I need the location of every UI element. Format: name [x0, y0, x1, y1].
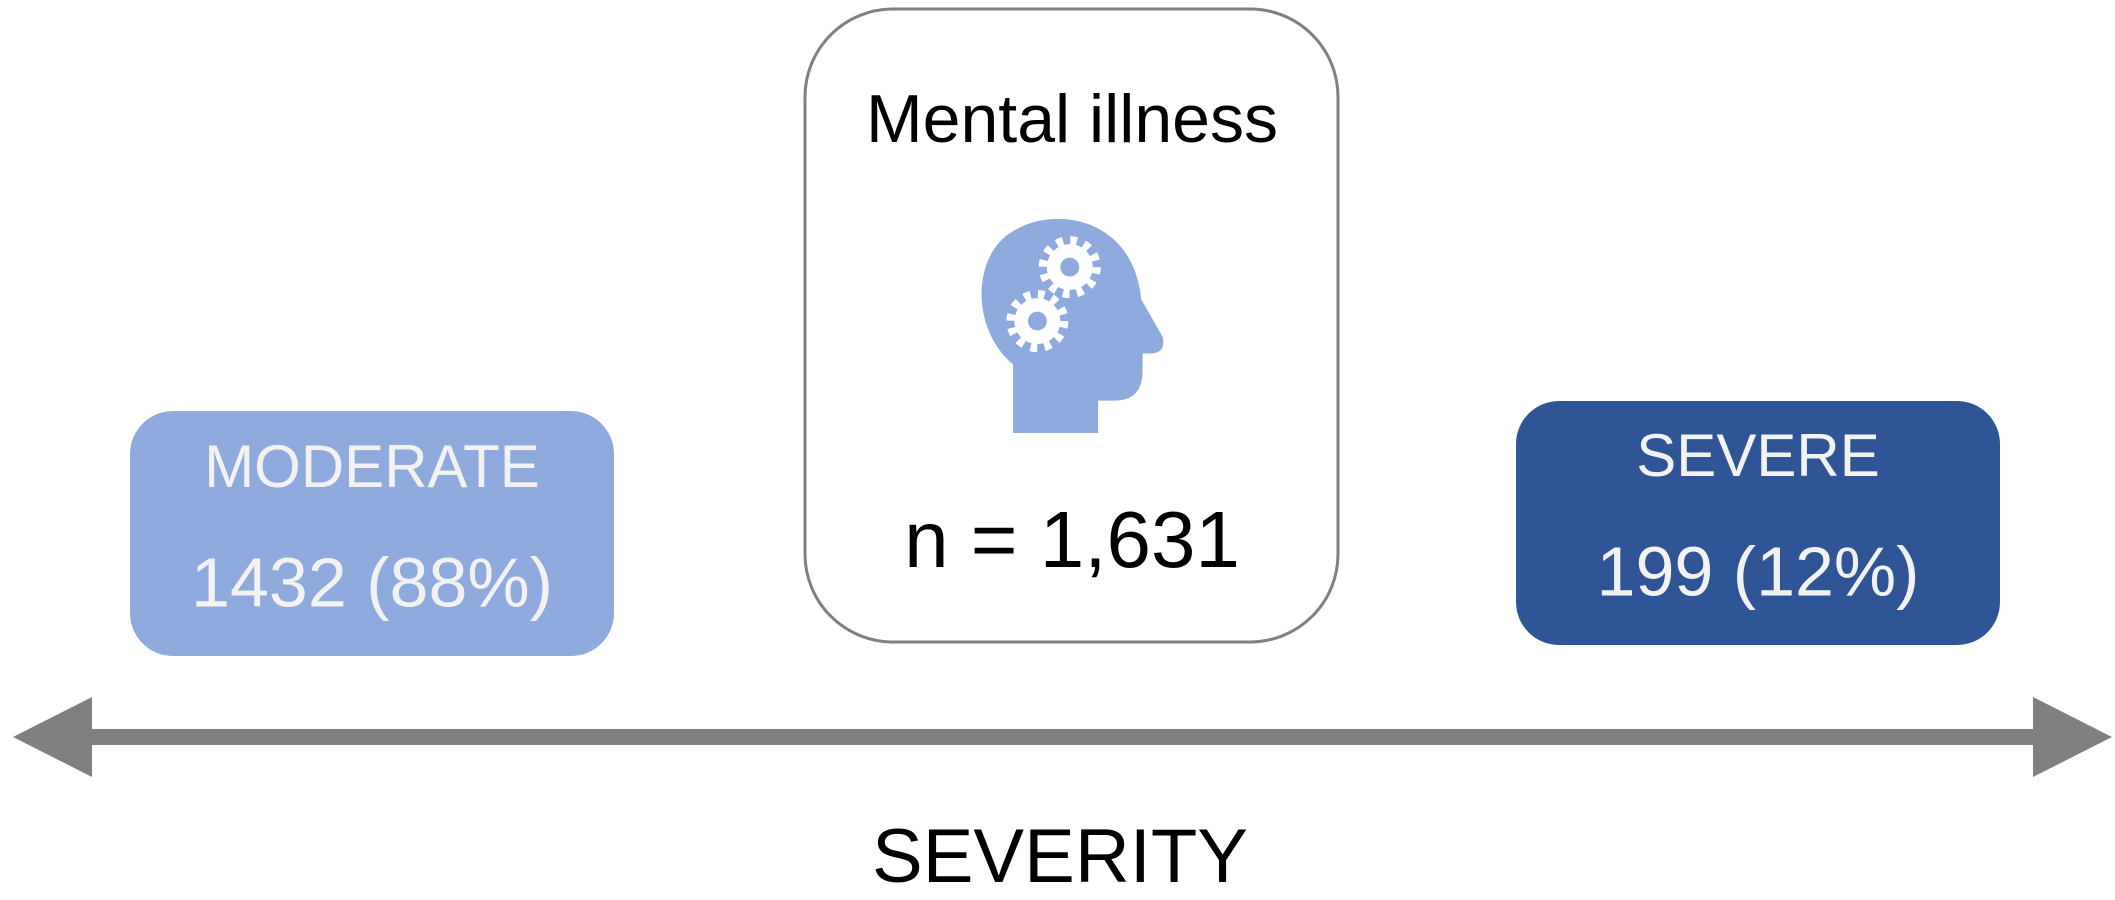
- moderate-value: 1432 (88%): [191, 543, 553, 621]
- severe-label: SEVERE: [1636, 422, 1879, 489]
- center-count: n = 1,631: [904, 495, 1240, 584]
- head-icon: [981, 218, 1164, 434]
- severe-box: [1516, 401, 2000, 645]
- severe-value: 199 (12%): [1597, 532, 1920, 610]
- severity-arrow: [13, 697, 2112, 777]
- center-title: Mental illness: [866, 81, 1278, 157]
- moderate-label: MODERATE: [204, 433, 540, 500]
- axis-label: SEVERITY: [872, 814, 1248, 899]
- moderate-box: [130, 411, 614, 656]
